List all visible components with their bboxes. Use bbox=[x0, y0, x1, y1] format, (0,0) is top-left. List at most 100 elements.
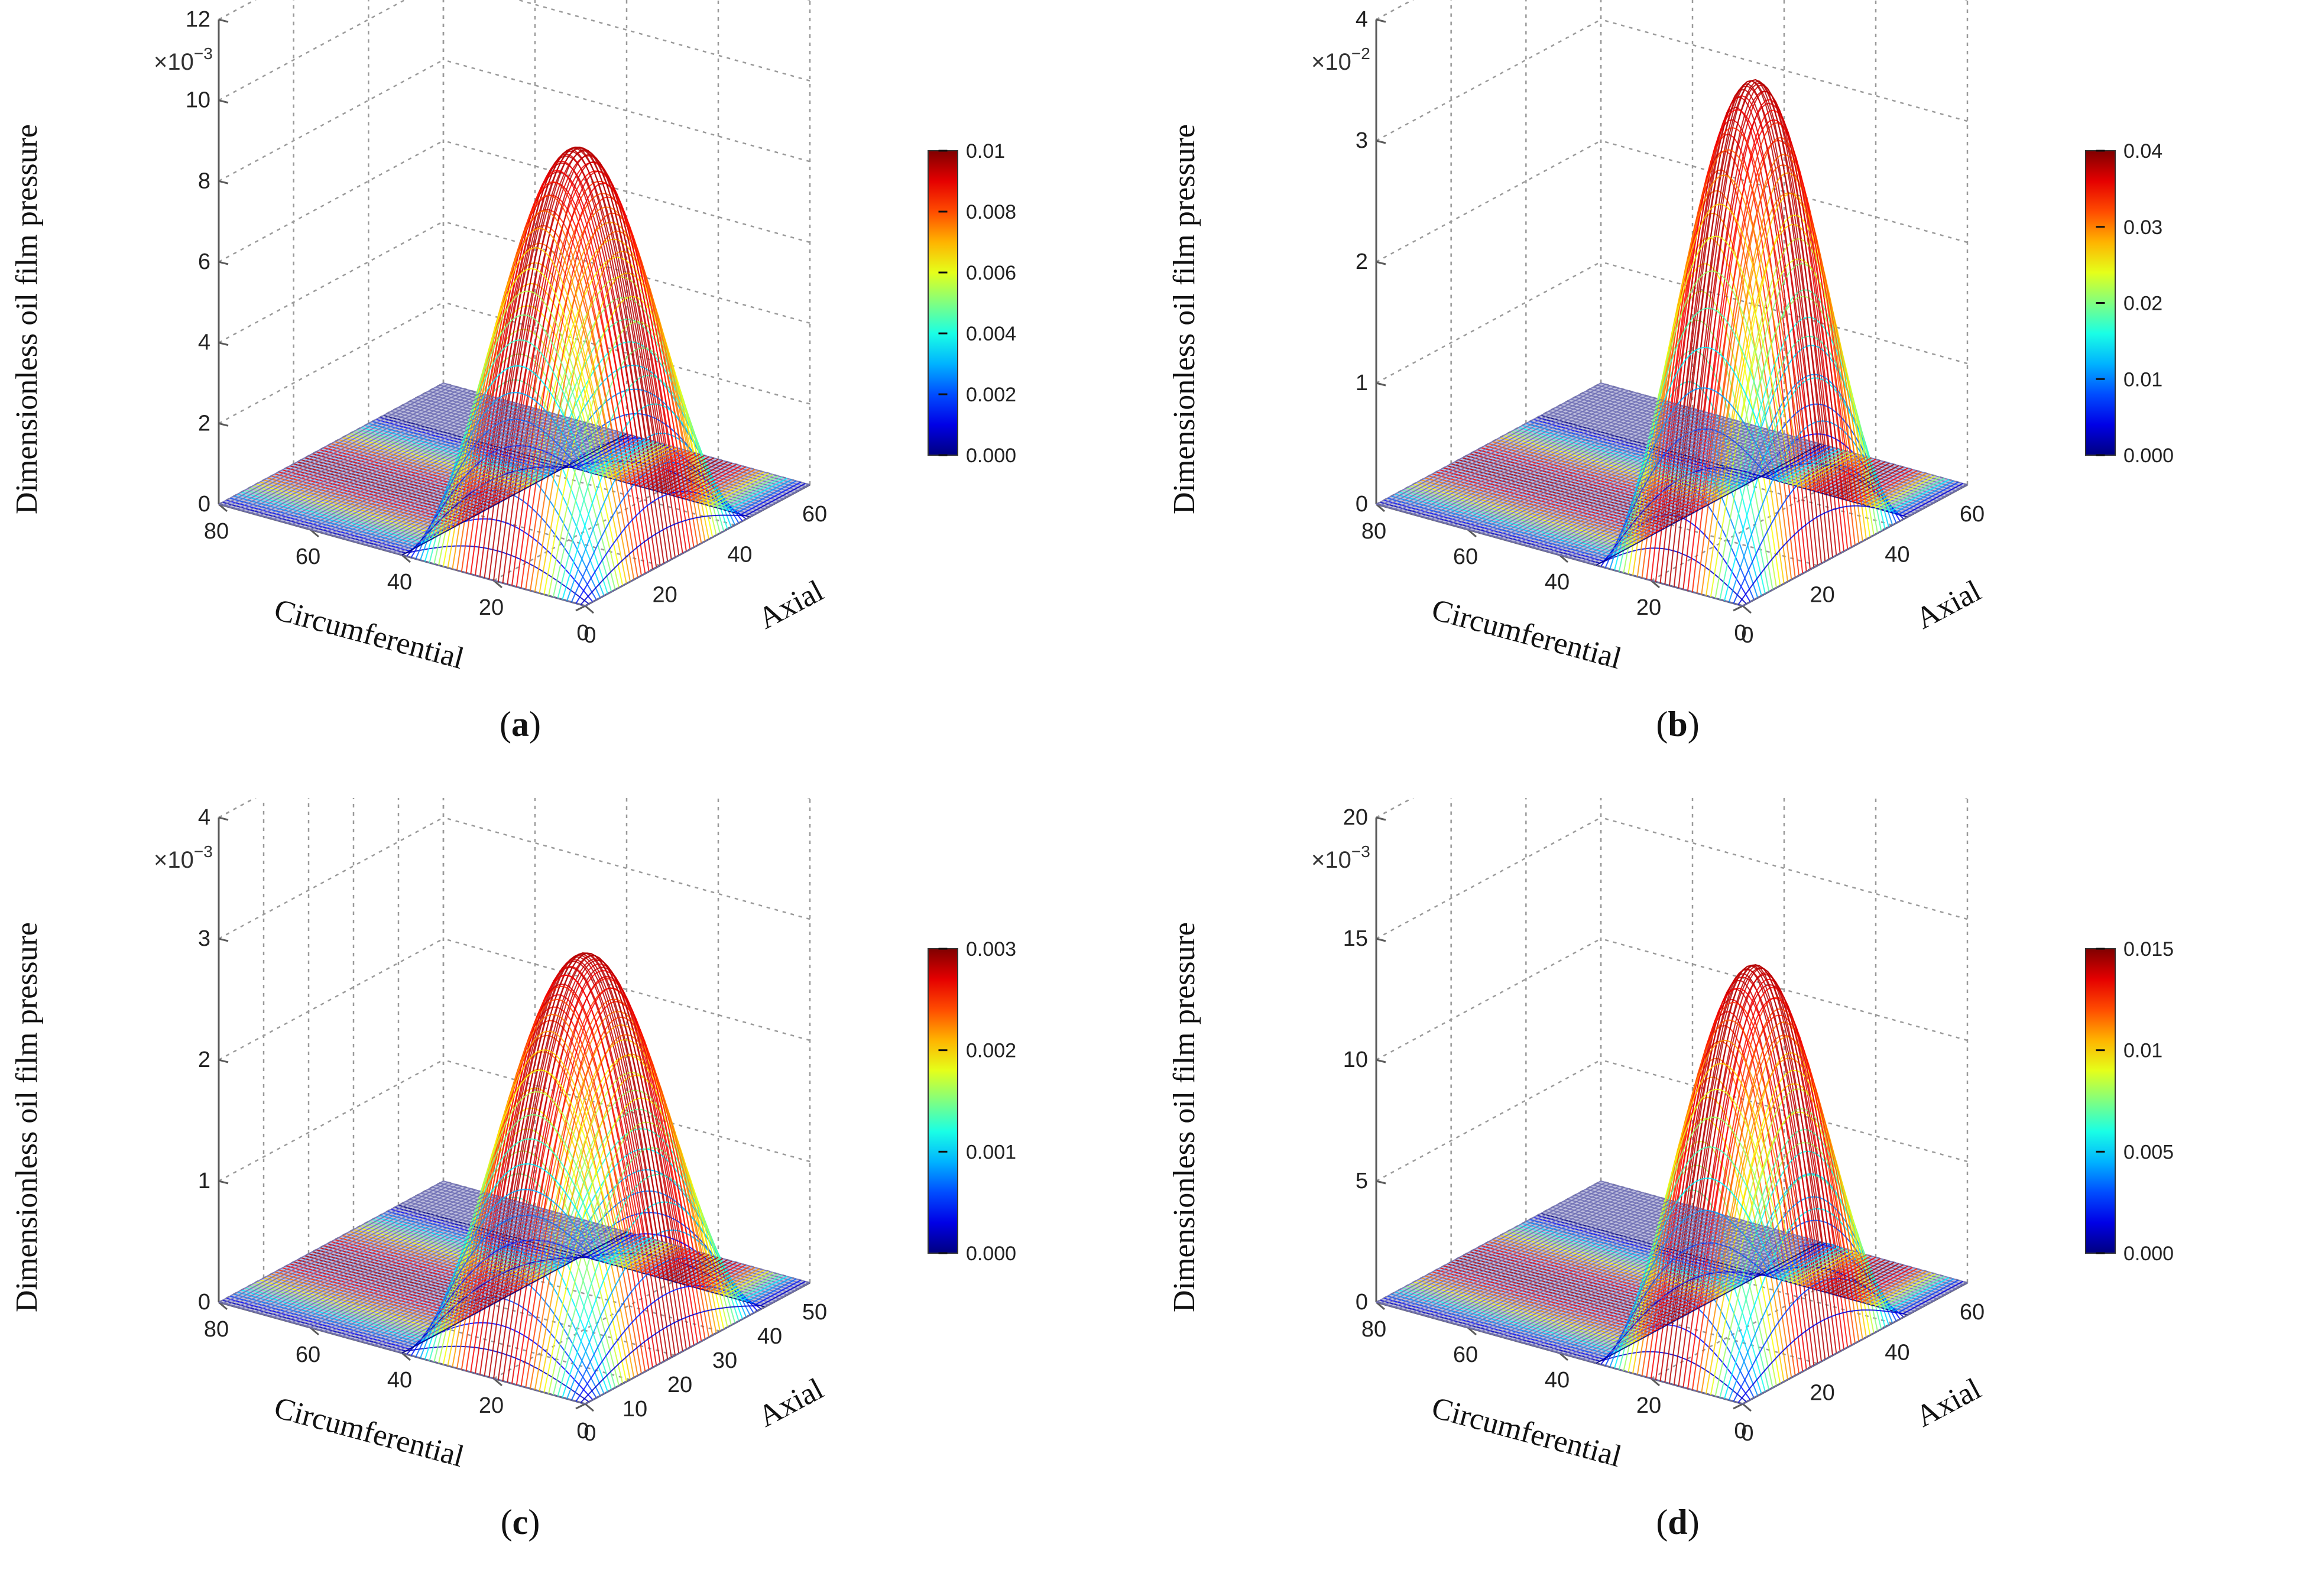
surface-line-x bbox=[475, 965, 701, 1374]
z-tick-label: 0 bbox=[198, 1290, 210, 1315]
surface-line-x bbox=[388, 429, 614, 552]
surface-line-x bbox=[429, 1138, 654, 1361]
panel-label-close: ) bbox=[529, 705, 541, 744]
z-tick-label: 12 bbox=[186, 7, 210, 32]
surface-line-x bbox=[255, 1190, 481, 1313]
surface-line-x bbox=[570, 1258, 797, 1400]
surface-line-x bbox=[255, 392, 481, 515]
surface-line-x bbox=[1380, 384, 1606, 506]
surface bbox=[218, 952, 810, 1404]
surface-line-x bbox=[566, 1229, 792, 1399]
surface-line-x bbox=[1435, 1197, 1661, 1319]
surface-line-x bbox=[1380, 1182, 1606, 1304]
panel-label-letter: a bbox=[511, 705, 529, 744]
y-axis-title: Axial bbox=[753, 1372, 829, 1434]
surface-line-x bbox=[328, 1211, 554, 1334]
surface-line-x bbox=[470, 974, 696, 1373]
surface-line-x bbox=[461, 194, 687, 572]
x-tick-label: 60 bbox=[1453, 1342, 1478, 1367]
surface-line-x bbox=[301, 405, 526, 528]
surface-line-x bbox=[246, 1188, 471, 1310]
surface-line-x bbox=[1669, 79, 1895, 586]
z-multiplier: ×10−3 bbox=[154, 44, 213, 75]
panel-label: (a) bbox=[500, 705, 541, 744]
surface-line-x bbox=[1559, 1231, 1785, 1354]
z-axis-title: Dimensionless oil film pressure bbox=[1168, 922, 1201, 1312]
y-tick-label: 20 bbox=[667, 1373, 692, 1397]
surface-line-x bbox=[346, 418, 572, 541]
surface-line-x bbox=[1636, 1040, 1863, 1375]
surface-line-x bbox=[287, 401, 513, 524]
surface-line-x bbox=[1513, 1218, 1739, 1341]
colorbar-tick-label: 0.006 bbox=[966, 262, 1016, 284]
surface-line-x bbox=[1408, 1189, 1633, 1312]
surface-line-x bbox=[1673, 967, 1899, 1385]
x-tick-label: 20 bbox=[479, 1393, 504, 1418]
surface-line-x bbox=[1646, 126, 1872, 580]
z-tick-mark bbox=[218, 1059, 229, 1063]
x-tick-label: 20 bbox=[479, 595, 504, 620]
surface-line-x bbox=[260, 394, 485, 517]
surface-line-x bbox=[250, 391, 476, 514]
surface-line-x bbox=[356, 420, 581, 543]
box-top-edge bbox=[1376, 798, 1414, 819]
z-tick-mark bbox=[1376, 382, 1386, 387]
grid-line-sidewall-z bbox=[218, 0, 407, 101]
surface-line-x bbox=[580, 483, 806, 605]
box-top-edge bbox=[218, 798, 257, 819]
z-multiplier: ×10−3 bbox=[154, 842, 213, 873]
chart-svg: 020406080020406001234×10−2Dimensionless … bbox=[1168, 0, 2174, 744]
x-axis-title: Circumferential bbox=[1428, 1391, 1625, 1474]
z-multiplier-base: ×10 bbox=[154, 847, 194, 873]
surface-line-x bbox=[456, 1014, 682, 1368]
surface-line-x bbox=[1587, 1239, 1812, 1361]
grid-line-backwall-z bbox=[443, 1059, 810, 1163]
surface bbox=[218, 146, 810, 606]
grid-line-backwall-z bbox=[443, 140, 810, 244]
surface-line-x bbox=[1481, 411, 1707, 534]
surface-line-x bbox=[223, 384, 449, 506]
surface-line-x bbox=[1572, 437, 1798, 560]
colorbar-tick-label: 0.000 bbox=[966, 1243, 1016, 1265]
surface-line-x bbox=[283, 400, 508, 523]
surface-line-x bbox=[1659, 968, 1885, 1381]
grid-line-sidewall-z bbox=[218, 0, 257, 21]
y-tick-label: 60 bbox=[1960, 502, 1985, 527]
surface-line-x bbox=[1376, 1180, 1601, 1303]
y-tick-label: 0 bbox=[1741, 623, 1753, 648]
surface-line-x bbox=[1541, 1226, 1766, 1349]
surface-line-x bbox=[530, 1034, 756, 1389]
surface-line-x bbox=[562, 1201, 787, 1398]
surface-line-x bbox=[246, 390, 471, 512]
grid-line-sidewall-z bbox=[1376, 18, 1601, 142]
z-tick-label: 15 bbox=[1343, 926, 1368, 951]
surface-line-x bbox=[475, 160, 701, 576]
surface-line-x bbox=[369, 424, 595, 547]
surface-line-x bbox=[218, 1180, 444, 1303]
surface-line-x bbox=[520, 1001, 746, 1387]
y-tick-label: 40 bbox=[1885, 542, 1909, 567]
surface-line-x bbox=[1385, 385, 1610, 508]
surface-line-x bbox=[319, 410, 544, 533]
z-multiplier-base: ×10 bbox=[1311, 49, 1351, 75]
surface-line-x bbox=[1687, 997, 1913, 1389]
surface-line-x bbox=[484, 148, 709, 578]
x-tick-mark bbox=[1742, 1403, 1752, 1412]
z-tick-mark bbox=[1376, 1180, 1386, 1185]
colorbar-tick-label: 0.03 bbox=[2123, 216, 2162, 239]
z-tick-label: 6 bbox=[198, 249, 210, 274]
z-tick-mark bbox=[218, 342, 229, 346]
surface-line-x bbox=[1385, 1183, 1610, 1306]
surface-line-x bbox=[378, 427, 604, 550]
surface-line-x bbox=[278, 399, 504, 521]
surface-line-x bbox=[236, 1185, 462, 1308]
z-tick-mark bbox=[1376, 1059, 1386, 1063]
surface-line-x bbox=[1623, 1116, 1849, 1371]
surface-line-x bbox=[1742, 1282, 1968, 1404]
surface-line-x bbox=[525, 1016, 751, 1388]
grid-line-backwall-z bbox=[1600, 18, 1968, 122]
surface-line-x bbox=[268, 396, 494, 519]
grid-line-sidewall-z bbox=[1376, 816, 1601, 940]
surface-line-x bbox=[1412, 1190, 1638, 1313]
surface-line-x bbox=[1742, 484, 1968, 606]
